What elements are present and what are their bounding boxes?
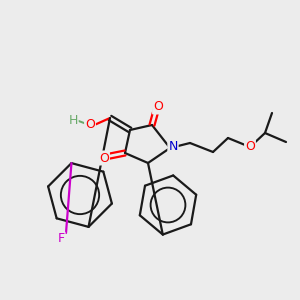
Text: O: O [85,118,95,131]
Text: H: H [68,113,78,127]
Text: N: N [168,140,178,154]
Text: O: O [153,100,163,113]
Text: O: O [245,140,255,152]
Text: F: F [57,232,64,245]
Text: O: O [99,152,109,164]
